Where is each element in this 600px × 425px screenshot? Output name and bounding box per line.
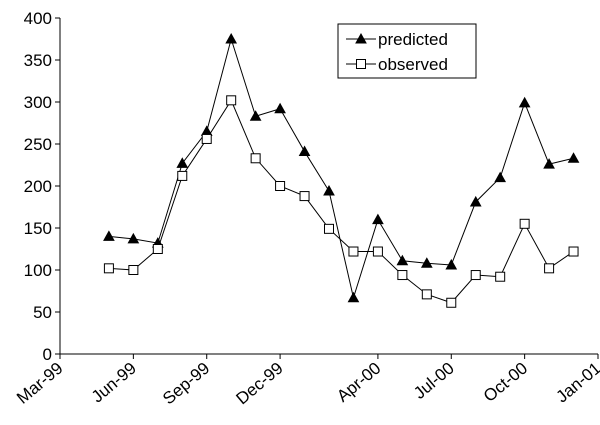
point [250, 153, 261, 164]
point [420, 257, 433, 268]
legend-label: observed [378, 55, 448, 74]
y-tick-label: 50 [33, 303, 52, 322]
y-tick-label: 400 [24, 9, 52, 28]
point [567, 152, 580, 163]
point [470, 270, 481, 281]
x-tick-label: Jul-00 [410, 359, 458, 403]
y-tick-label: 250 [24, 135, 52, 154]
point [103, 263, 114, 274]
point [568, 246, 579, 257]
x-tick-label: Dec-99 [232, 359, 286, 409]
x-tick-label: Oct-00 [480, 359, 531, 406]
y-tick-label: 0 [43, 345, 52, 364]
point [275, 181, 286, 191]
point [469, 195, 482, 207]
point [396, 254, 409, 266]
point [298, 145, 311, 157]
y-tick-label: 200 [24, 177, 52, 196]
point [249, 110, 262, 121]
point [372, 246, 383, 257]
legend-marker [355, 32, 367, 44]
x-tick-label: Jan-01 [553, 359, 600, 407]
point [103, 230, 115, 241]
x-tick-label: Apr-00 [333, 359, 384, 406]
point [176, 157, 189, 168]
point [445, 258, 458, 270]
point [544, 263, 555, 274]
point [397, 270, 408, 281]
point [494, 171, 507, 183]
legend: predicted observed [337, 23, 477, 79]
point [226, 95, 237, 106]
point [323, 185, 335, 196]
y-tick-label: 350 [24, 51, 52, 70]
point [421, 289, 432, 300]
x-tick-label: Sep-99 [159, 359, 213, 409]
legend-label: predicted [378, 30, 448, 49]
point [372, 213, 384, 225]
point [299, 191, 310, 202]
point [518, 96, 531, 108]
y-tick-label: 150 [24, 219, 52, 238]
point [128, 265, 139, 275]
point [446, 297, 457, 308]
x-tick-label: Jun-99 [88, 359, 140, 407]
point [152, 244, 163, 254]
point [495, 271, 506, 282]
x-tick-label: Mar-99 [13, 359, 66, 408]
legend-marker [356, 59, 366, 69]
point [127, 232, 140, 244]
point [347, 291, 360, 303]
y-tick-label: 100 [24, 261, 52, 280]
point [201, 133, 212, 144]
point [348, 246, 359, 257]
point [543, 158, 555, 169]
point [274, 102, 286, 114]
y-tick-label: 300 [24, 93, 52, 112]
point [177, 170, 188, 181]
point [324, 223, 334, 234]
point [225, 32, 238, 44]
point [519, 218, 530, 229]
